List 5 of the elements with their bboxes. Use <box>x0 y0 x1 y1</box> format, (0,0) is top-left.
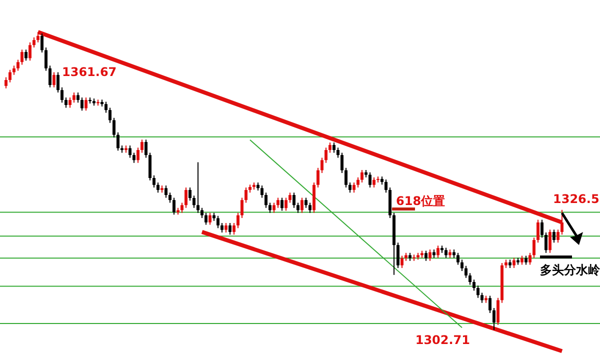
text: 1302.71 <box>415 333 470 347</box>
annotation: 1326.5 <box>553 192 600 206</box>
annotation: 1361.67 <box>62 65 117 79</box>
annotation: 618位置 <box>396 194 446 208</box>
annotation: 多头分水岭 <box>540 263 600 277</box>
